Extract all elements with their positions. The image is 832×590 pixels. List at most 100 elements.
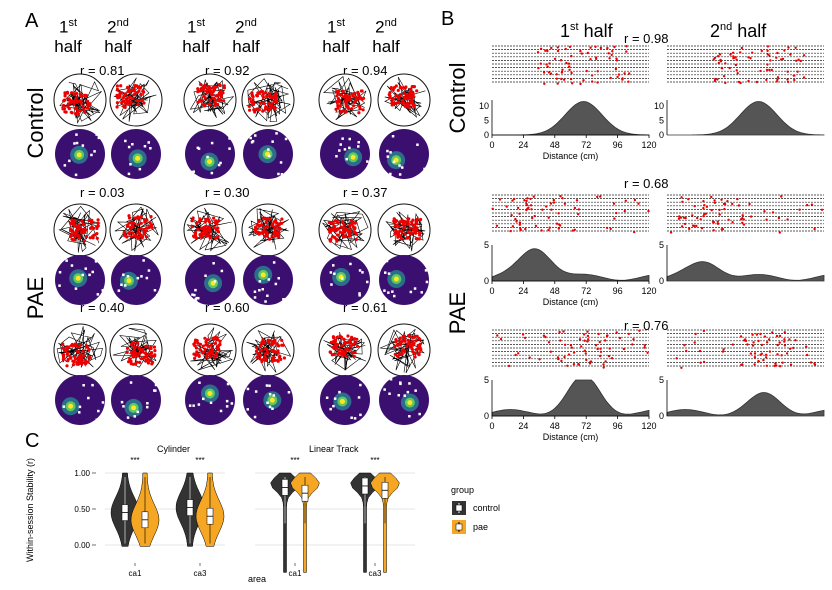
spike-raster bbox=[492, 45, 649, 86]
panel-a-column-header-2: 2nd half bbox=[104, 17, 132, 56]
hz-tick-label: 0 bbox=[659, 411, 664, 421]
trajectory-plot bbox=[53, 203, 107, 257]
panel-b-r-control: r = 0.98 bbox=[624, 31, 669, 46]
trajectory-plot bbox=[241, 203, 295, 257]
panel-a-column-header-1: 1st half bbox=[54, 17, 82, 56]
hz-tick-label: 0 bbox=[659, 276, 664, 286]
panel-b-linear-track-plots: lapsHz1050024487296120Distance (cm)1050l… bbox=[479, 45, 825, 442]
panel-b-r-pae-1: r = 0.68 bbox=[624, 176, 669, 191]
violin-y-tick-label: 0.50 bbox=[74, 505, 90, 514]
hz-tick-label: 5 bbox=[659, 240, 664, 250]
rate-heatmap bbox=[55, 129, 105, 179]
panel-a-r-label: r = 0.40 bbox=[80, 300, 125, 315]
distance-tick-label: 48 bbox=[550, 286, 560, 296]
panel-a-label: A bbox=[25, 10, 39, 32]
violin-control bbox=[350, 472, 380, 573]
panel-b-first-half-header: 1st half bbox=[560, 21, 613, 41]
distance-tick-label: 0 bbox=[489, 286, 494, 296]
rate-heatmap bbox=[379, 129, 429, 179]
rate-heatmap bbox=[243, 255, 293, 305]
distance-tick-label: 96 bbox=[613, 421, 623, 431]
distance-tick-label: 24 bbox=[518, 286, 528, 296]
significance-marker: *** bbox=[195, 456, 204, 465]
spike-raster bbox=[667, 45, 824, 85]
rate-heatmap bbox=[111, 129, 161, 179]
panel-b-r-pae-2: r = 0.76 bbox=[624, 318, 669, 333]
trajectory-plot bbox=[318, 73, 372, 127]
panel-a-r-label: r = 0.94 bbox=[343, 63, 388, 78]
rate-heatmap bbox=[320, 129, 370, 179]
distance-tick-label: 24 bbox=[518, 421, 528, 431]
legend-label-control: control bbox=[473, 503, 501, 513]
distance-tick-label: 120 bbox=[641, 421, 656, 431]
violin-control bbox=[175, 472, 205, 547]
distance-axis-label: Distance (cm) bbox=[543, 151, 599, 161]
hz-tick-label: 10 bbox=[654, 101, 664, 111]
distance-tick-label: 96 bbox=[613, 140, 623, 150]
trajectory-plot bbox=[377, 323, 431, 377]
rate-heatmap bbox=[243, 375, 293, 425]
legend-label-pae: pae bbox=[473, 522, 489, 532]
hz-tick-label: 5 bbox=[659, 115, 664, 125]
panel-a-r-label: r = 0.03 bbox=[80, 185, 125, 200]
significance-marker: *** bbox=[130, 456, 139, 465]
distance-tick-label: 0 bbox=[489, 421, 494, 431]
distance-tick-label: 120 bbox=[641, 140, 656, 150]
violin-x-tick-label: ca3 bbox=[369, 569, 382, 578]
rate-heatmap bbox=[243, 129, 293, 179]
hz-tick-label: 5 bbox=[484, 115, 489, 125]
distance-tick-label: 72 bbox=[581, 140, 591, 150]
spike-raster bbox=[667, 329, 824, 369]
violin-x-tick-label: ca3 bbox=[194, 569, 207, 578]
trajectory-plot bbox=[183, 323, 237, 377]
violin-pae bbox=[370, 472, 400, 573]
trajectory-plot bbox=[53, 73, 107, 127]
panel-a-column-header-6: 2nd half bbox=[372, 17, 400, 56]
facet-label-linear-track: Linear Track bbox=[309, 444, 359, 454]
trajectory-plot bbox=[109, 203, 163, 257]
firing-rate-plot: 10 5 00 24 48 72 96 120 Distance (cm) bbox=[479, 100, 657, 161]
trajectory-plot bbox=[183, 203, 237, 257]
firing-rate-plot: 5 00 24 48 72 96 120 Distance (cm) bbox=[484, 240, 657, 307]
spike-raster bbox=[667, 194, 824, 234]
trajectory-plot bbox=[183, 73, 237, 127]
distance-axis-label: Distance (cm) bbox=[543, 432, 599, 442]
violin-xlabel: area bbox=[248, 574, 267, 584]
facet-label-cylinder: Cylinder bbox=[157, 444, 191, 454]
trajectory-plot bbox=[318, 323, 372, 377]
violin-pae bbox=[290, 472, 320, 573]
trajectory-plot bbox=[377, 203, 431, 257]
violin-y-tick-label: 0.00 bbox=[74, 541, 90, 550]
legend-swatch-control bbox=[452, 501, 466, 515]
distance-tick-label: 120 bbox=[641, 286, 656, 296]
panel-a-column-header-3: 1st half bbox=[182, 17, 210, 56]
violin-y-axis: 1.00 0.50 0.00 bbox=[74, 469, 96, 550]
distance-tick-label: 72 bbox=[581, 286, 591, 296]
violin-ylabel: Within-session Stability (r) bbox=[25, 457, 35, 563]
significance-marker: *** bbox=[370, 456, 379, 465]
panel-c-label: C bbox=[25, 430, 40, 452]
firing-rate-plot: 5 00 24 48 72 96 120 Distance (cm) bbox=[484, 375, 657, 442]
firing-rate-plot: 50 bbox=[659, 375, 825, 421]
hz-tick-label: 0 bbox=[659, 130, 664, 140]
panel-b-second-half-header: 2nd half bbox=[710, 21, 767, 41]
trajectory-plot bbox=[377, 73, 431, 127]
trajectory-plot bbox=[241, 73, 295, 127]
trajectory-plot bbox=[109, 73, 163, 127]
hz-tick-label: 5 bbox=[659, 375, 664, 385]
violin-pae bbox=[130, 472, 160, 547]
spike-raster bbox=[491, 194, 650, 234]
rate-heatmap bbox=[111, 375, 161, 425]
legend-swatch-pae bbox=[452, 520, 466, 534]
distance-tick-label: 96 bbox=[613, 286, 623, 296]
distance-tick-label: 0 bbox=[489, 140, 494, 150]
distance-tick-label: 24 bbox=[518, 140, 528, 150]
distance-tick-label: 72 bbox=[581, 421, 591, 431]
distance-tick-label: 48 bbox=[550, 421, 560, 431]
panel-a-r-label: r = 0.61 bbox=[343, 300, 388, 315]
violin-chart: 1.00 0.50 0.00 *** ca1 *** ca3 *** ca1 *** ca3 bbox=[74, 456, 415, 578]
violin-x-tick-label: ca1 bbox=[129, 569, 142, 578]
violin-y-tick-label: 1.00 bbox=[74, 469, 90, 478]
panel-a-r-label: r = 0.81 bbox=[80, 63, 125, 78]
rate-heatmap bbox=[111, 255, 161, 305]
